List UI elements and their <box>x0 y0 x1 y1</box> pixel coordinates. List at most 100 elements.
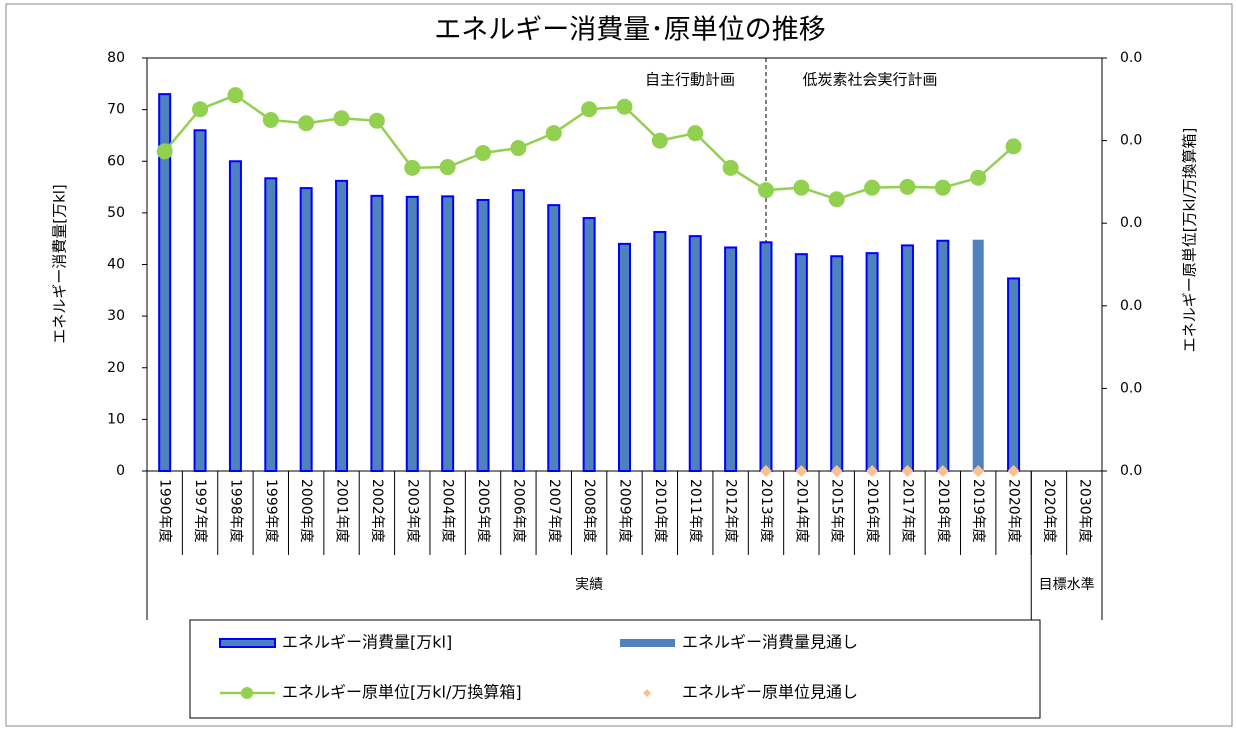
line-marker <box>722 159 739 176</box>
x-tick-label: 2003年度 <box>404 479 420 543</box>
line-marker <box>757 182 774 199</box>
bar <box>511 189 525 472</box>
y-axis-label: エネルギー消費量[万kl] <box>51 184 69 344</box>
y-tick-label: 50 <box>107 205 125 221</box>
x-tick-label: 2005年度 <box>475 479 491 543</box>
bar <box>618 242 631 472</box>
x-tick-label: 2019年度 <box>970 479 986 543</box>
y-tick-label: 30 <box>107 308 125 324</box>
legend-label: エネルギー原単位見通し <box>682 683 858 702</box>
legend-swatch <box>241 687 253 699</box>
bar <box>794 253 808 472</box>
point <box>866 465 879 477</box>
point <box>795 465 808 477</box>
line-marker <box>899 178 916 195</box>
y-tick-label: 0 <box>116 463 125 479</box>
bar <box>900 244 914 472</box>
x-tick-label: 2018年度 <box>935 479 951 543</box>
line-marker <box>545 125 562 142</box>
chart-border <box>5 3 1233 727</box>
x-tick-label: 2007年度 <box>546 479 562 543</box>
bar <box>830 255 844 472</box>
line-marker <box>262 111 279 128</box>
y2-tick-label: 0.0 <box>1120 215 1142 231</box>
bar <box>370 194 384 472</box>
x-tick-label: 2001年度 <box>334 479 350 543</box>
x-tick-label: 1990年度 <box>157 479 173 543</box>
chart-title: エネルギー消費量･原単位の推移 <box>434 15 826 46</box>
x-tick-label: 2015年度 <box>829 479 845 543</box>
point <box>759 465 772 477</box>
y2-tick-label: 0.0 <box>1120 298 1142 314</box>
x-tick-label: 2020年度 <box>1006 479 1022 543</box>
x-tick-label: 2004年度 <box>440 479 456 543</box>
legend-swatch <box>643 689 651 697</box>
bar <box>476 198 490 472</box>
point <box>936 465 949 477</box>
bar <box>972 239 984 471</box>
line-marker <box>793 179 810 196</box>
legend-label: エネルギー消費量[万kl] <box>282 633 452 652</box>
line-marker <box>828 191 845 208</box>
legend-swatch <box>620 639 675 647</box>
bar <box>759 241 773 472</box>
bar <box>688 235 702 472</box>
line-marker <box>934 179 951 196</box>
x-tick-label: 2016年度 <box>864 479 880 543</box>
y-tick-label: 60 <box>107 153 125 169</box>
annotation: 自主行動計画 <box>645 71 735 89</box>
y2-tick-label: 0.0 <box>1120 50 1142 66</box>
point <box>1007 465 1020 477</box>
bar <box>1007 277 1021 472</box>
bar <box>724 246 738 472</box>
point <box>901 465 914 477</box>
x-tick-label: 2017年度 <box>899 479 915 543</box>
group-label: 実績 <box>575 577 604 593</box>
line-marker <box>475 144 492 161</box>
line-marker <box>616 98 633 115</box>
line-marker <box>864 179 881 196</box>
y2-tick-label: 0.0 <box>1120 463 1142 479</box>
bar <box>582 217 596 472</box>
bar <box>405 195 419 472</box>
y-tick-label: 10 <box>107 411 125 427</box>
x-tick-label: 1998年度 <box>227 479 243 543</box>
x-tick-label: 2013年度 <box>758 479 774 543</box>
x-tick-label: 2010年度 <box>652 479 668 543</box>
bar <box>441 195 455 472</box>
line-marker <box>970 169 987 186</box>
x-tick-label: 1997年度 <box>192 479 208 543</box>
y-tick-label: 70 <box>107 102 125 118</box>
bar <box>653 230 667 472</box>
legend-box <box>189 619 1041 719</box>
point <box>972 465 985 477</box>
group-label: 目標水準 <box>1038 577 1095 593</box>
line-marker <box>368 112 385 129</box>
y2-tick-label: 0.0 <box>1120 380 1142 396</box>
line-marker <box>298 115 315 132</box>
y-tick-label: 40 <box>107 257 125 273</box>
x-tick-label: 2006年度 <box>510 479 526 543</box>
bar <box>335 179 349 472</box>
x-tick-label: 1999年度 <box>263 479 279 543</box>
x-tick-label: 2000年度 <box>298 479 314 543</box>
bar <box>865 252 879 472</box>
y-tick-label: 80 <box>107 50 125 66</box>
bar <box>264 177 278 472</box>
y2-axis-label: エネルギー原単位[万kl/万換算箱] <box>1181 128 1199 353</box>
line-marker <box>687 125 704 142</box>
bar <box>547 204 561 472</box>
line-marker <box>581 101 598 118</box>
point <box>830 465 843 477</box>
legend-swatch <box>219 638 276 648</box>
line-marker <box>1005 138 1022 155</box>
bar <box>228 160 242 472</box>
x-tick-label: 2008年度 <box>581 479 597 543</box>
bar <box>158 93 172 472</box>
x-tick-label: 2030年度 <box>1076 479 1092 543</box>
line-marker <box>156 143 173 160</box>
legend-label: エネルギー原単位[万kl/万換算箱] <box>282 683 522 702</box>
annotation: 低炭素社会実行計画 <box>802 71 937 89</box>
